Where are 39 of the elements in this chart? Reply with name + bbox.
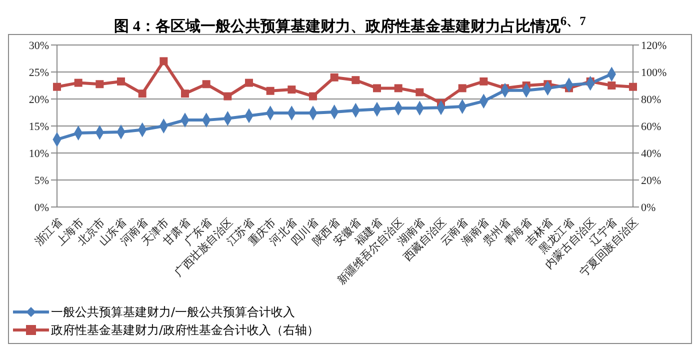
point xyxy=(160,57,168,66)
point xyxy=(96,80,104,88)
point xyxy=(330,73,338,82)
y2-tick-label: 60% xyxy=(641,120,662,133)
chart-title: 图 4：各区域一般公共预算基建财力、政府性基金基建财力占比情况$^{6、7}$ xyxy=(113,13,587,35)
point xyxy=(266,86,274,95)
point xyxy=(181,90,189,98)
y-tick-label: 5% xyxy=(34,174,49,187)
y2-tick-label: 120% xyxy=(641,40,667,52)
point xyxy=(309,92,317,100)
point xyxy=(202,80,210,88)
y-tick-label: 10% xyxy=(28,148,49,160)
point xyxy=(288,86,296,94)
point xyxy=(138,90,146,98)
y-tick-label: 15% xyxy=(28,120,49,133)
y-tick-label: 0% xyxy=(34,202,49,214)
point xyxy=(74,78,82,87)
y2-tick-label: 80% xyxy=(641,94,662,106)
y-tick-label: 30% xyxy=(28,40,49,52)
point xyxy=(608,82,616,90)
point xyxy=(416,88,424,96)
point xyxy=(117,77,125,86)
point xyxy=(245,78,253,87)
point xyxy=(224,92,232,100)
point xyxy=(480,77,488,86)
y2-tick-label: 100% xyxy=(641,66,667,79)
point xyxy=(458,84,466,92)
y-tick-label: 25% xyxy=(28,66,49,79)
point xyxy=(373,84,381,92)
y-tick-label: 20% xyxy=(28,94,49,106)
point xyxy=(394,84,402,92)
y2-tick-label: 0% xyxy=(641,202,656,214)
legend-label: 一般公共预算基建财力/一般公共预算合计收入 xyxy=(51,304,296,320)
y2-tick-label: 40% xyxy=(641,148,662,160)
point xyxy=(629,82,637,91)
y2-tick-label: 20% xyxy=(641,174,662,187)
point xyxy=(53,82,61,91)
point xyxy=(352,76,360,84)
legend-label: 政府性基金基建财力/政府性基金合计收入（右轴） xyxy=(51,322,320,338)
